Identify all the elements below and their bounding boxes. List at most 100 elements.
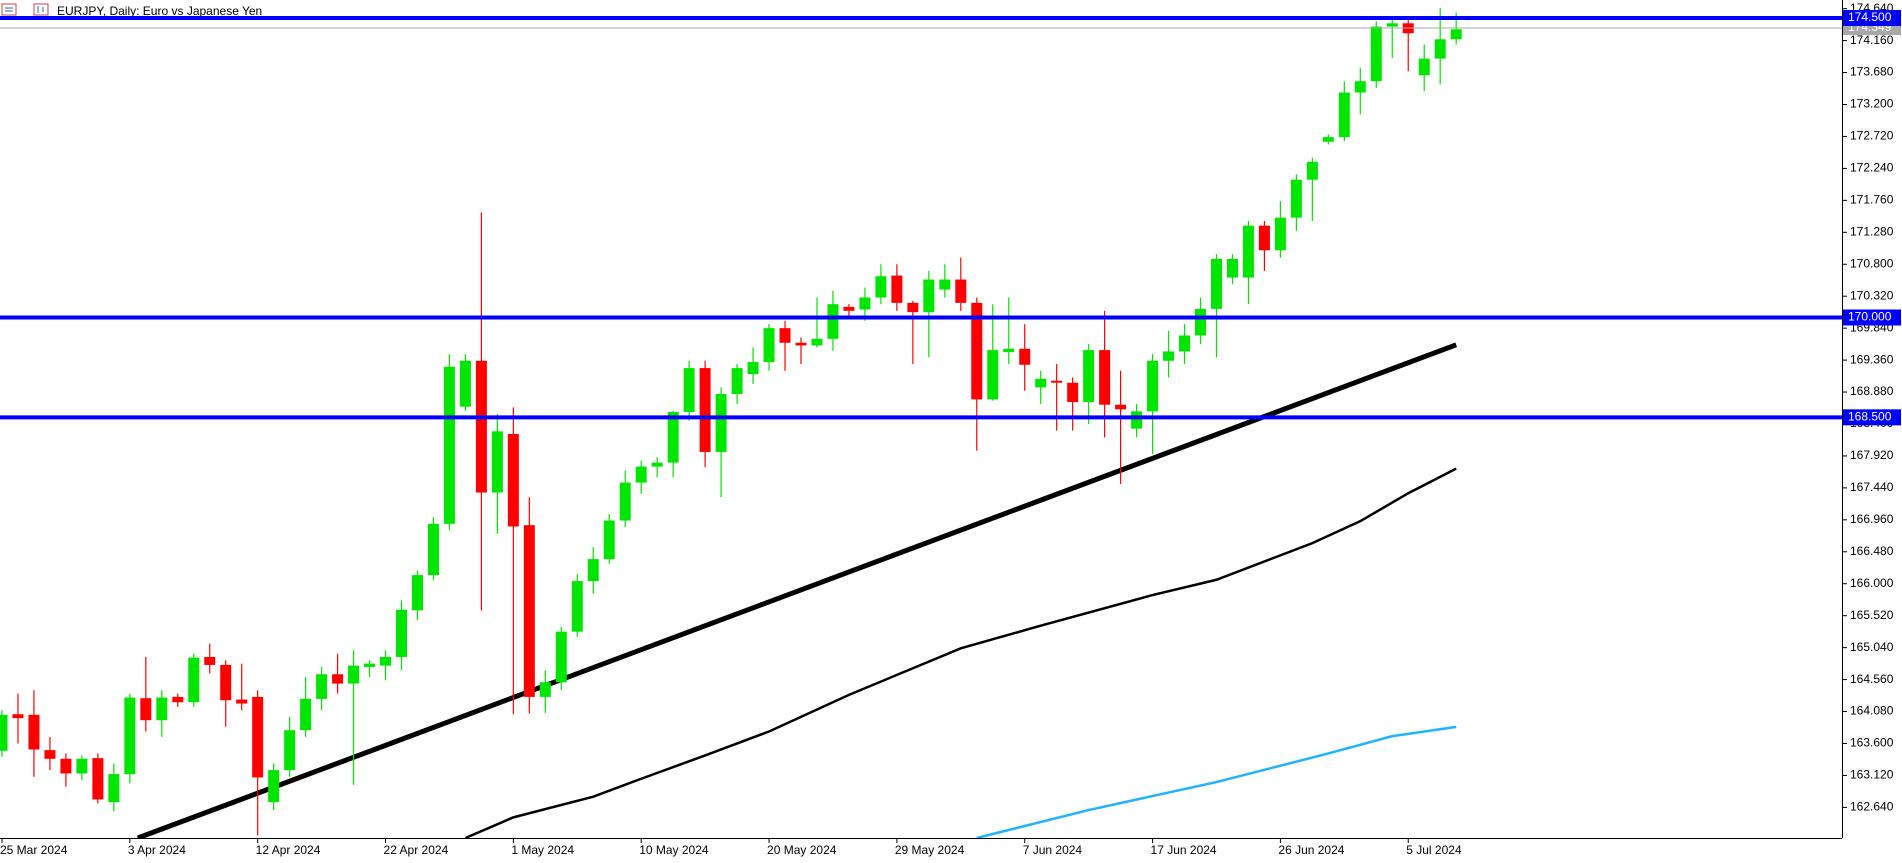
y-tick-label: 168.880 bbox=[1850, 384, 1894, 398]
candle-body bbox=[571, 581, 583, 632]
candle-body bbox=[1306, 161, 1318, 180]
x-tick-label: 1 May 2024 bbox=[511, 843, 574, 857]
candle-body bbox=[1131, 411, 1143, 429]
y-tick-label: 172.240 bbox=[1850, 161, 1894, 175]
candle-body bbox=[380, 656, 392, 666]
x-tick-label: 3 Apr 2024 bbox=[128, 843, 186, 857]
x-tick-label: 17 Jun 2024 bbox=[1151, 843, 1217, 857]
x-tick-label: 5 Jul 2024 bbox=[1406, 843, 1462, 857]
candle-body bbox=[1067, 382, 1079, 403]
y-tick-label: 171.760 bbox=[1850, 193, 1894, 207]
plot-area bbox=[0, 7, 1842, 838]
candle-body bbox=[1195, 308, 1206, 336]
candle-body bbox=[268, 770, 280, 803]
candle-body bbox=[396, 609, 407, 657]
y-tick-label: 174.160 bbox=[1850, 33, 1894, 47]
candle-body bbox=[651, 462, 663, 467]
candle-body bbox=[332, 674, 344, 684]
candle-body bbox=[587, 559, 599, 582]
candle-body bbox=[459, 360, 471, 407]
x-tick-label: 29 May 2024 bbox=[895, 843, 965, 857]
candle-body bbox=[1051, 380, 1063, 383]
candle-body bbox=[1226, 258, 1238, 278]
y-tick-label: 163.120 bbox=[1850, 768, 1894, 782]
candle-body bbox=[364, 663, 376, 667]
y-tick-label: 167.920 bbox=[1850, 448, 1894, 462]
y-tick-label: 166.000 bbox=[1850, 576, 1894, 590]
candle-body bbox=[411, 575, 423, 611]
candle-body bbox=[124, 697, 136, 775]
candle-body bbox=[28, 714, 40, 750]
candle-body bbox=[0, 714, 8, 751]
y-tick-label: 165.520 bbox=[1850, 608, 1894, 622]
chart-title: EURJPY, Daily: Euro vs Japanese Yen bbox=[57, 4, 262, 18]
candle-body bbox=[1163, 351, 1175, 361]
level-label: 174.500 bbox=[1848, 10, 1892, 24]
candle-body bbox=[12, 714, 24, 719]
icon bbox=[1, 3, 17, 16]
candle-body bbox=[891, 275, 903, 303]
candle-body bbox=[188, 657, 200, 703]
y-tick-label: 173.200 bbox=[1850, 97, 1894, 111]
x-tick-label: 12 Apr 2024 bbox=[256, 843, 321, 857]
icon bbox=[33, 3, 49, 16]
candle-body bbox=[1354, 81, 1366, 93]
y-tick-label: 169.360 bbox=[1850, 352, 1894, 366]
y-tick-label: 170.320 bbox=[1850, 288, 1894, 302]
candle-body bbox=[795, 342, 807, 346]
candle-body bbox=[827, 304, 839, 339]
candle-body bbox=[1434, 39, 1446, 59]
x-tick-label: 7 Jun 2024 bbox=[1023, 843, 1083, 857]
trend-line bbox=[136, 342, 1458, 838]
candle-body bbox=[491, 431, 503, 493]
candle-body bbox=[923, 279, 935, 313]
candle-body bbox=[92, 758, 104, 800]
candle-body bbox=[763, 328, 775, 363]
candle-body bbox=[555, 631, 567, 683]
candle-body bbox=[172, 696, 184, 703]
candle-body bbox=[779, 328, 791, 343]
candle-body bbox=[204, 656, 216, 665]
candle-body bbox=[348, 665, 360, 684]
candle-body bbox=[1115, 404, 1127, 410]
candle-body bbox=[1003, 348, 1015, 353]
candle-body bbox=[987, 350, 999, 400]
candle-body bbox=[507, 433, 519, 527]
candle-body bbox=[252, 696, 264, 778]
level-label: 170.000 bbox=[1848, 310, 1892, 324]
candle-body bbox=[1274, 217, 1286, 251]
candle-body bbox=[619, 482, 631, 521]
x-tick-label: 22 Apr 2024 bbox=[384, 843, 449, 857]
candle-body bbox=[1290, 179, 1302, 218]
candle-body bbox=[523, 525, 535, 697]
candle-body bbox=[156, 697, 168, 721]
symbol-icons bbox=[1, 3, 49, 16]
candle-body bbox=[667, 412, 679, 463]
y-tick-label: 167.440 bbox=[1850, 480, 1894, 494]
x-tick-label: 25 Mar 2024 bbox=[0, 843, 68, 857]
candle-body bbox=[955, 279, 967, 303]
level-box bbox=[1843, 309, 1901, 326]
candle-body bbox=[939, 279, 951, 290]
candle-body bbox=[1322, 137, 1334, 142]
candle-body bbox=[236, 699, 248, 704]
y-tick-label: 163.600 bbox=[1850, 736, 1894, 750]
candle-body bbox=[859, 297, 871, 310]
candle-body bbox=[316, 674, 328, 699]
candle-body bbox=[1450, 29, 1462, 40]
candle-body bbox=[443, 366, 455, 524]
y-tick-label: 164.560 bbox=[1850, 672, 1894, 686]
candle-body bbox=[1179, 335, 1191, 352]
candle-body bbox=[811, 338, 823, 346]
y-tick-label: 172.720 bbox=[1850, 129, 1894, 143]
moving-average bbox=[976, 725, 1457, 838]
candle-body bbox=[731, 368, 743, 395]
candle-body bbox=[907, 302, 919, 313]
candle-body bbox=[1019, 348, 1031, 365]
candle-body bbox=[284, 730, 296, 771]
candle-body bbox=[300, 698, 312, 731]
y-tick-label: 171.280 bbox=[1850, 224, 1894, 238]
candle-body bbox=[1338, 92, 1350, 138]
x-tick-label: 20 May 2024 bbox=[767, 843, 837, 857]
